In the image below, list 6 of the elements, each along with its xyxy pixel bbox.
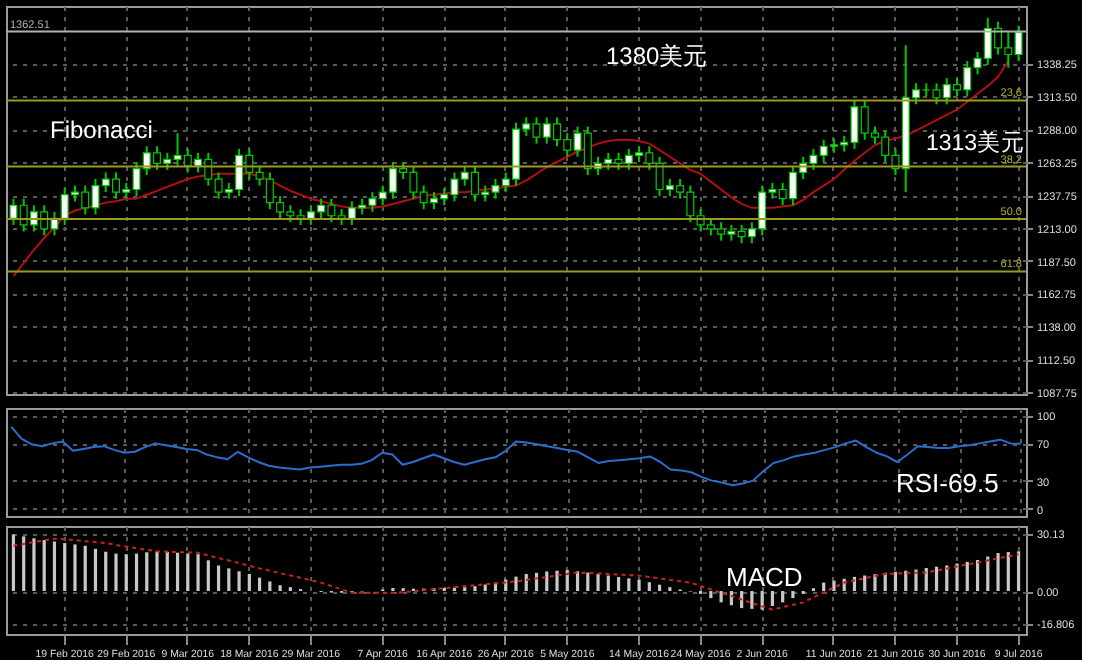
annotation: MACD [726,562,803,592]
line-series [12,537,1020,611]
annotation: RSI-69.5 [896,468,999,498]
annotation: 1313美元 [926,128,1026,156]
annotation: 1380美元 [606,42,708,70]
annotation: Fibonacci [50,116,153,144]
